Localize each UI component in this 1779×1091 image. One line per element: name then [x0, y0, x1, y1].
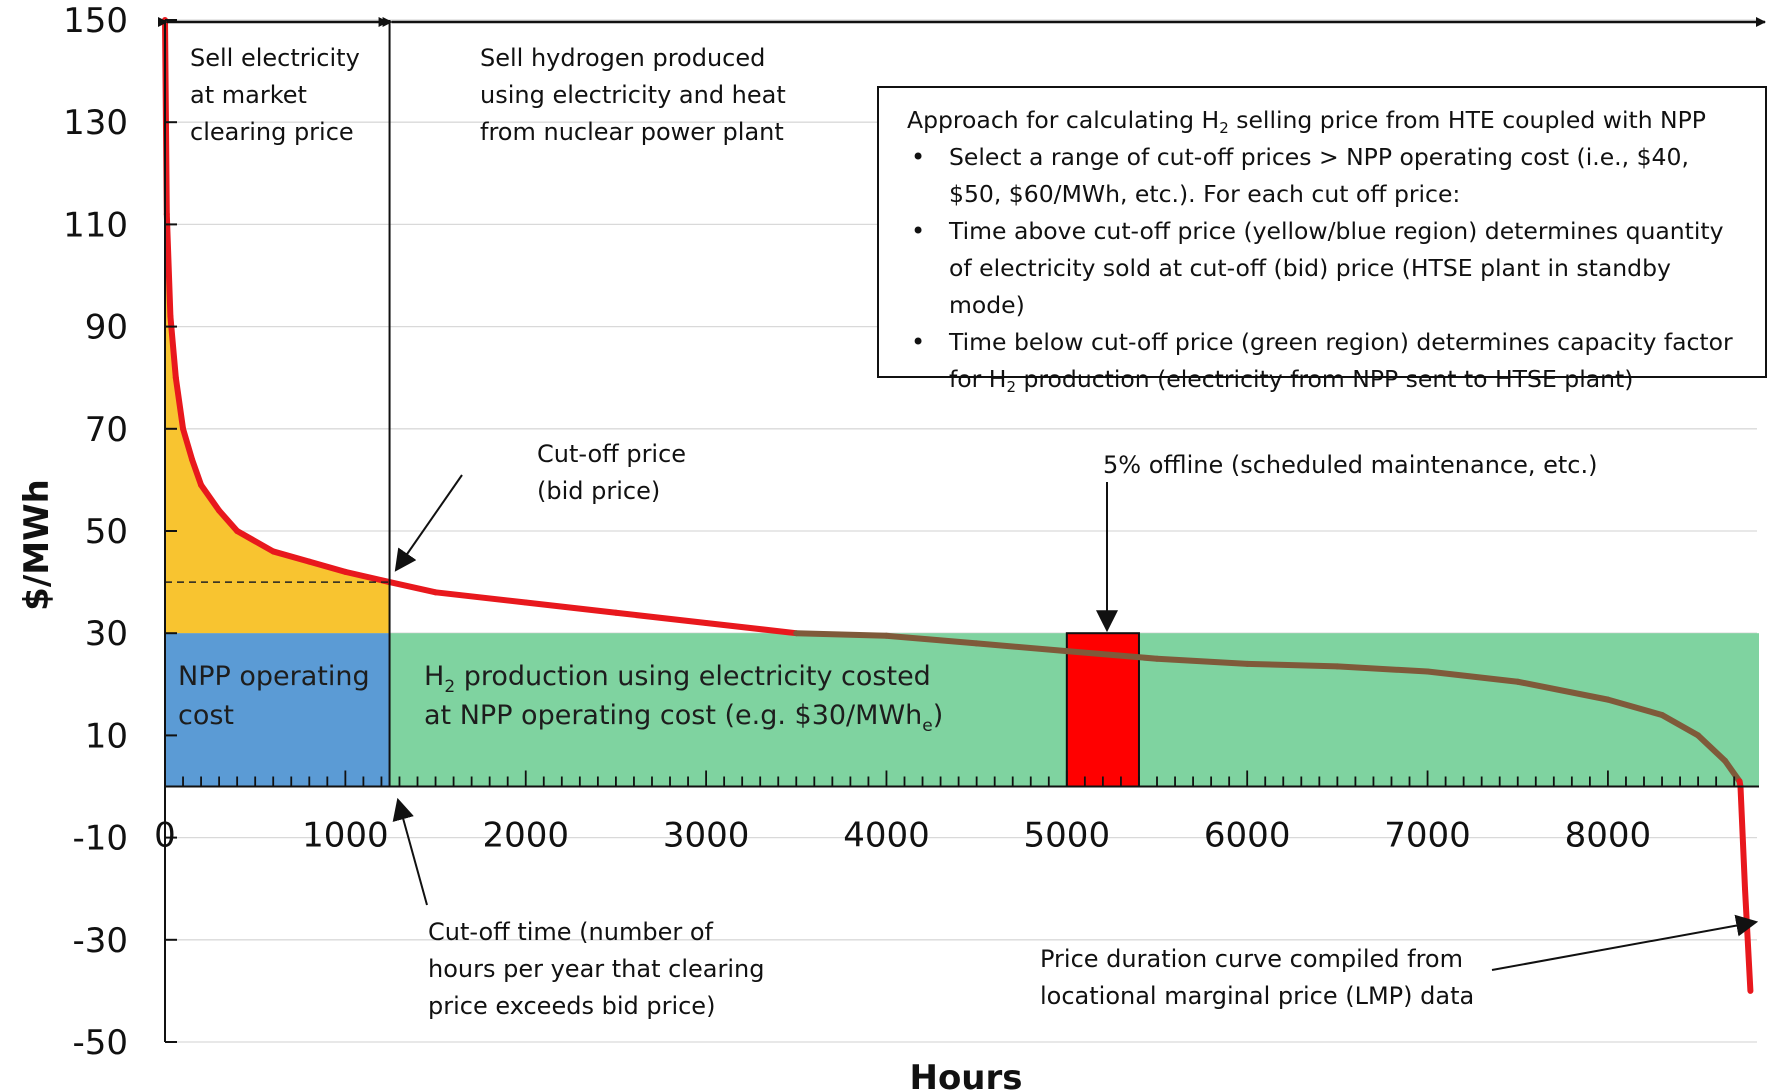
y-tick-label: 130 — [63, 103, 128, 143]
curve-segment — [432, 589, 529, 606]
npp-operating-cost-region — [165, 633, 390, 787]
offline-label: 5% offline (scheduled maintenance, etc.) — [1103, 451, 1598, 479]
approach-title: Approach for calculating H2 selling pric… — [907, 106, 1706, 137]
curve-segment — [883, 632, 980, 647]
cutoff-price-arrow — [394, 474, 463, 572]
x-tick-label: 7000 — [1384, 816, 1471, 856]
x-tick-label: 6000 — [1204, 816, 1291, 856]
y-tick-label: 110 — [63, 205, 128, 245]
curve-segment — [1154, 655, 1251, 667]
x-tick-label: 2000 — [482, 816, 569, 856]
y-tick-label: 150 — [63, 1, 128, 41]
y-tick-label: 70 — [85, 410, 128, 450]
npp-operating-cost-label: NPP operating cost — [178, 661, 378, 731]
curve-segment — [342, 568, 393, 586]
curve-segment — [1604, 696, 1666, 718]
curve-segment — [1334, 663, 1431, 675]
y-tick-label: -10 — [72, 819, 128, 859]
curve-segment — [1742, 885, 1754, 994]
curve-segment — [1737, 783, 1748, 892]
approach-bullet-1: Select a range of cut-off prices > NPP o… — [911, 139, 1745, 213]
cutoff-time-arrow — [392, 797, 428, 906]
y-tick-label: 30 — [85, 614, 128, 654]
x-tick-label: 3000 — [663, 816, 750, 856]
x-tick-label: 0 — [154, 816, 176, 856]
h2-production-label-line1: H2 production using electricity costed — [424, 661, 931, 697]
y-tick-label: -50 — [72, 1023, 128, 1063]
curve-segment — [189, 456, 205, 489]
curve-segment — [306, 558, 349, 575]
curve-segment — [198, 482, 223, 514]
curve-segment — [1514, 678, 1611, 703]
y-tick-label: 90 — [85, 308, 128, 348]
y-tick-label: 10 — [85, 716, 128, 756]
h2-production-label-line2: at NPP operating cost (e.g. $30/MWhe) — [424, 700, 943, 736]
x-tick-label: 4000 — [843, 816, 930, 856]
curve-segment — [1695, 732, 1729, 764]
sell-electricity-region — [165, 20, 390, 634]
curve-segment — [163, 211, 174, 320]
x-tick-label: 8000 — [1565, 816, 1652, 856]
approach-bullet-list: Select a range of cut-off prices > NPP o… — [907, 139, 1745, 398]
curve-segment — [386, 579, 439, 596]
x-tick-label: 1000 — [302, 816, 389, 856]
curve-segment — [703, 619, 800, 637]
sell-electricity-label: Sell electricity at market clearing pric… — [190, 44, 367, 146]
x-axis-ticks: 0 1000 2000 3000 4000 5000 6000 7000 8000 — [154, 770, 1736, 856]
approach-bullet-2: Time above cut-off price (yellow/blue re… — [911, 213, 1745, 324]
curve-segment — [180, 425, 196, 463]
y-tick-label: -30 — [72, 921, 128, 961]
approach-info-box: Approach for calculating H2 selling pric… — [877, 86, 1767, 395]
x-axis-title: Hours — [909, 1058, 1022, 1091]
curve-segment — [216, 507, 241, 534]
price-duration-label: Price duration curve compiled from locat… — [1040, 945, 1474, 1010]
curve-segment — [612, 609, 710, 626]
approach-bullet-3: Time below cut-off price (green region) … — [911, 324, 1745, 398]
curve-segment — [793, 630, 890, 639]
curve-segment — [1063, 648, 1161, 662]
curve-segment — [973, 640, 1070, 655]
curve-segment — [1424, 668, 1521, 685]
price-duration-arrow — [1491, 914, 1759, 971]
x-tick-label: 5000 — [1024, 816, 1111, 856]
curve-segment — [172, 374, 187, 432]
curve-segment — [1659, 711, 1702, 739]
cutoff-time-label: Cut-off time (number of hours per year t… — [428, 918, 772, 1020]
shaded-regions — [165, 20, 1759, 788]
y-axis-ticks: 150 130 110 90 70 50 30 10 -10 -30 -50 — [63, 1, 177, 1063]
y-tick-label: 50 — [85, 512, 128, 552]
cutoff-price-label: Cut-off price (bid price) — [537, 440, 694, 505]
curve-segment — [1244, 660, 1341, 670]
curve-segment — [270, 548, 313, 565]
curve-segment — [1722, 757, 1743, 785]
y-axis-title: $/MWh — [17, 479, 57, 611]
curve-segment — [522, 599, 619, 616]
sell-hydrogen-label: Sell hydrogen produced using electricity… — [480, 44, 793, 146]
curve-segment — [234, 528, 277, 555]
